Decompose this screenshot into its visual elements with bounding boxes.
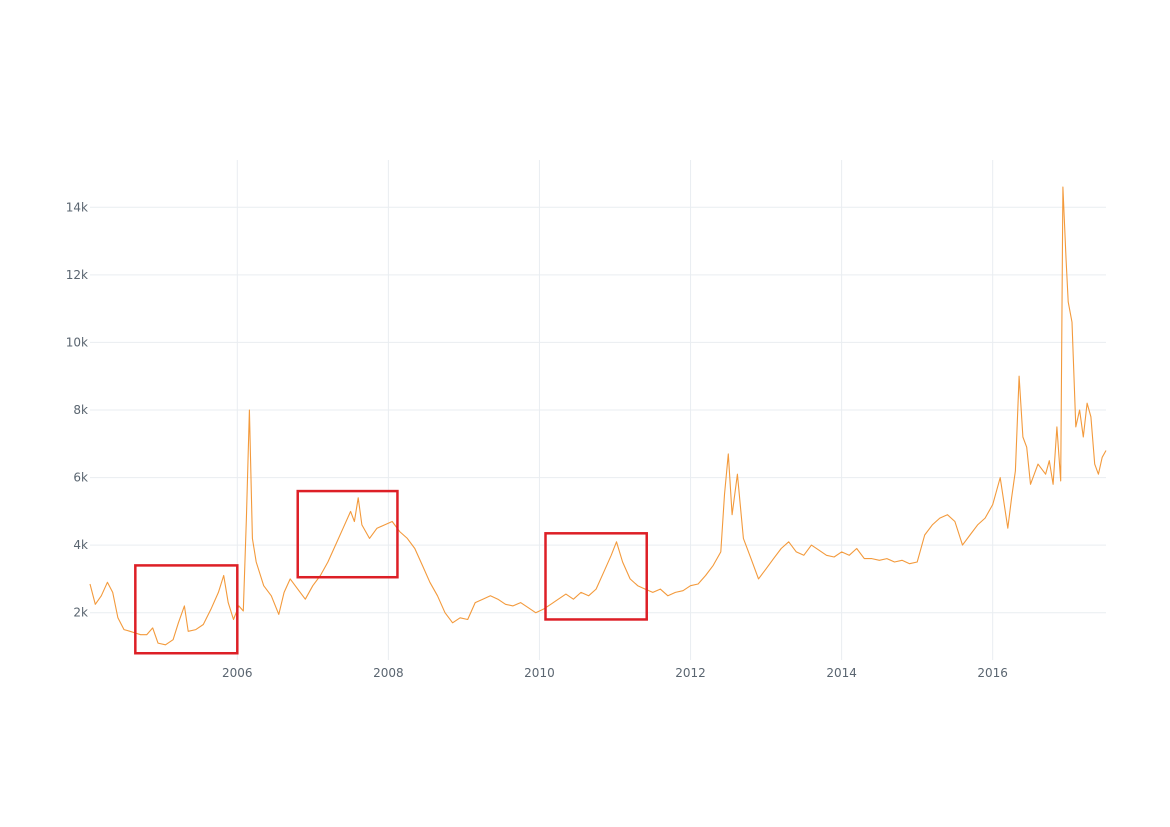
x-tick-label: 2006 bbox=[222, 666, 253, 680]
y-tick-label: 2k bbox=[73, 606, 88, 620]
y-tick-label: 10k bbox=[66, 335, 88, 349]
x-tick-label: 2014 bbox=[826, 666, 857, 680]
y-tick-label: 6k bbox=[73, 471, 88, 485]
x-tick-label: 2016 bbox=[977, 666, 1008, 680]
x-axis-ticks: 2006 2008 2010 2012 2014 2016 bbox=[222, 666, 1008, 680]
highlight-box bbox=[296, 489, 399, 579]
highlight-box bbox=[134, 564, 239, 655]
x-tick-label: 2010 bbox=[524, 666, 555, 680]
series-line bbox=[89, 186, 1107, 646]
y-tick-label: 4k bbox=[73, 538, 88, 552]
grid-lines bbox=[90, 160, 1106, 660]
x-tick-label: 2008 bbox=[373, 666, 404, 680]
y-axis-ticks: 2k 4k 6k 8k 10k 12k 14k bbox=[66, 200, 88, 619]
y-tick-label: 8k bbox=[73, 403, 88, 417]
series-layer bbox=[89, 186, 1107, 646]
y-tick-label: 12k bbox=[66, 268, 88, 282]
highlight-box bbox=[544, 532, 648, 621]
y-tick-label: 14k bbox=[66, 200, 88, 214]
x-tick-label: 2012 bbox=[675, 666, 706, 680]
highlight-boxes bbox=[134, 489, 648, 655]
